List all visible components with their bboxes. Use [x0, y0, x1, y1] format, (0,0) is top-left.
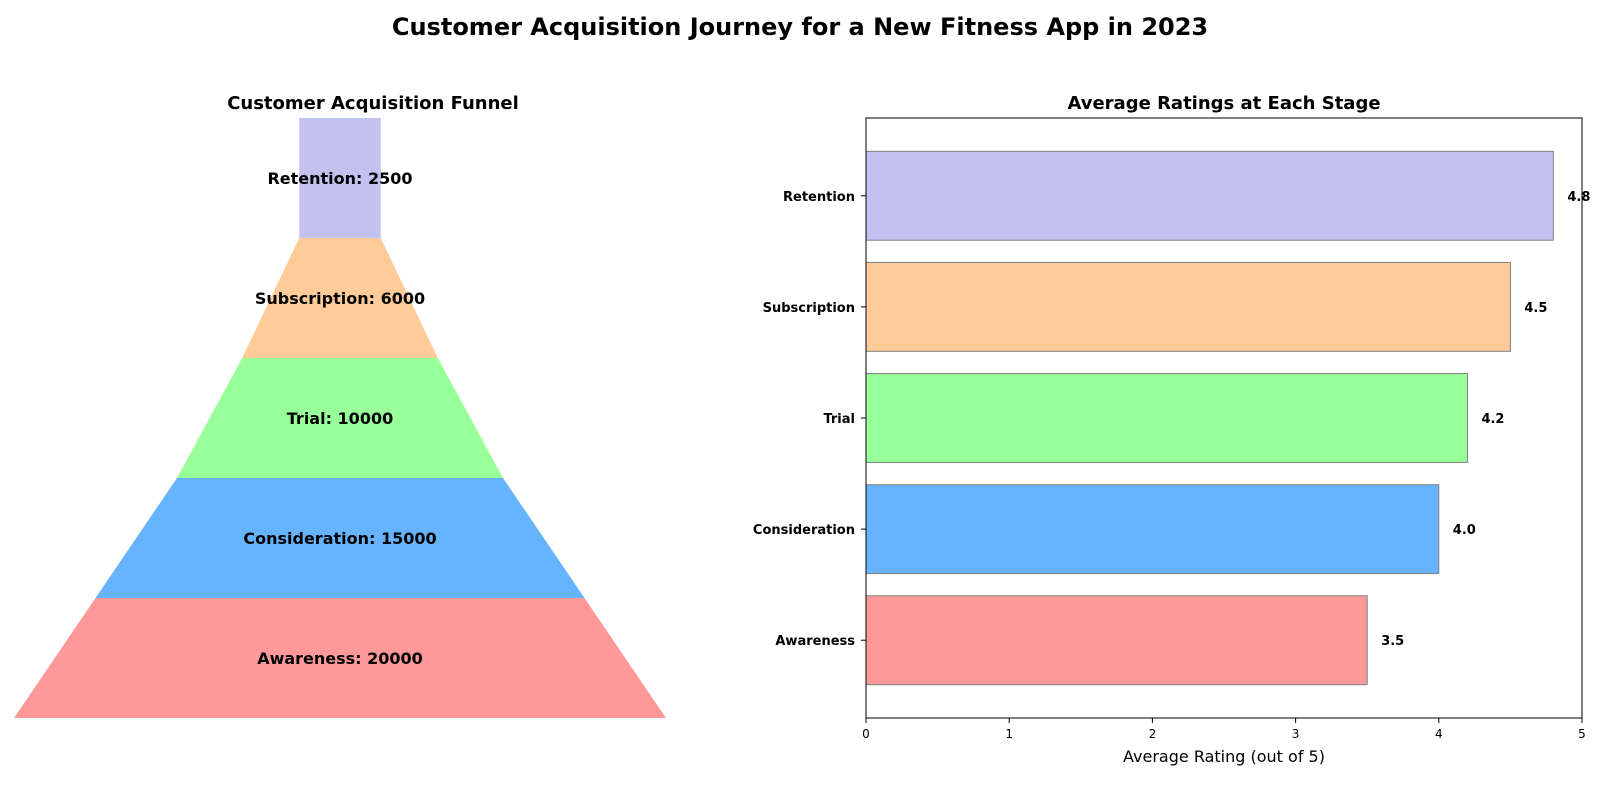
funnel-stage-awareness	[14, 598, 666, 718]
rating-x-ticks: 0 1 2 3 4 5	[862, 718, 1586, 741]
funnel-label-subscription: Subscription: 6000	[255, 289, 425, 308]
rating-chart-title: Average Ratings at Each Stage	[1067, 93, 1380, 114]
x-tick-label-3: 3	[1292, 727, 1300, 741]
y-tick-label-awareness: Awareness	[775, 634, 855, 649]
x-tick-label-2: 2	[1149, 727, 1157, 741]
funnel-stage-trial	[177, 358, 503, 478]
rating-bar-chart: Average Ratings at Each Stage 3.5 4.0 4.2 4…	[753, 93, 1590, 766]
rating-bar-trial	[865, 373, 1468, 463]
y-tick-label-retention: Retention	[783, 190, 855, 205]
y-tick-label-subscription: Subscription	[763, 301, 855, 316]
rating-bar-retention	[865, 150, 1554, 241]
funnel-stage-consideration	[95, 478, 585, 598]
funnel-label-awareness: Awareness: 20000	[257, 649, 423, 668]
rating-value-retention: 4.8	[1567, 190, 1590, 205]
funnel-stages	[14, 118, 666, 718]
rating-x-axis-label: Average Rating (out of 5)	[1123, 747, 1325, 766]
x-tick-label-5: 5	[1578, 727, 1586, 741]
rating-bars	[865, 150, 1554, 686]
rating-value-trial: 4.2	[1481, 412, 1504, 427]
funnel-label-retention: Retention: 2500	[267, 169, 412, 188]
funnel-chart-title: Customer Acquisition Funnel	[227, 93, 519, 114]
funnel-stage-subscription	[242, 238, 438, 358]
funnel-chart: Customer Acquisition Funnel Awareness: 2…	[14, 93, 666, 718]
funnel-labels: Awareness: 20000 Consideration: 15000 Tria…	[243, 169, 436, 668]
funnel-stage-retention	[299, 118, 381, 238]
rating-value-consideration: 4.0	[1453, 523, 1476, 538]
funnel-label-trial: Trial: 10000	[287, 409, 393, 428]
rating-bar-subscription	[865, 261, 1511, 352]
funnel-label-consideration: Consideration: 15000	[243, 529, 436, 548]
rating-bar-awareness	[865, 595, 1368, 686]
x-tick-label-0: 0	[862, 727, 870, 741]
rating-bar-consideration	[865, 484, 1440, 575]
figure-title: Customer Acquisition Journey for a New F…	[392, 13, 1208, 41]
rating-value-subscription: 4.5	[1524, 301, 1547, 316]
rating-y-ticks: Awareness Consideration Trial Subscription R…	[753, 190, 866, 649]
x-tick-label-4: 4	[1435, 727, 1443, 741]
y-tick-label-trial: Trial	[823, 412, 855, 427]
rating-value-awareness: 3.5	[1381, 634, 1404, 649]
rating-plot-frame	[865, 117, 1583, 719]
rating-value-labels: 3.5 4.0 4.2 4.5 4.8	[1381, 190, 1590, 649]
x-tick-label-1: 1	[1005, 727, 1013, 741]
y-tick-label-consideration: Consideration	[753, 523, 855, 538]
